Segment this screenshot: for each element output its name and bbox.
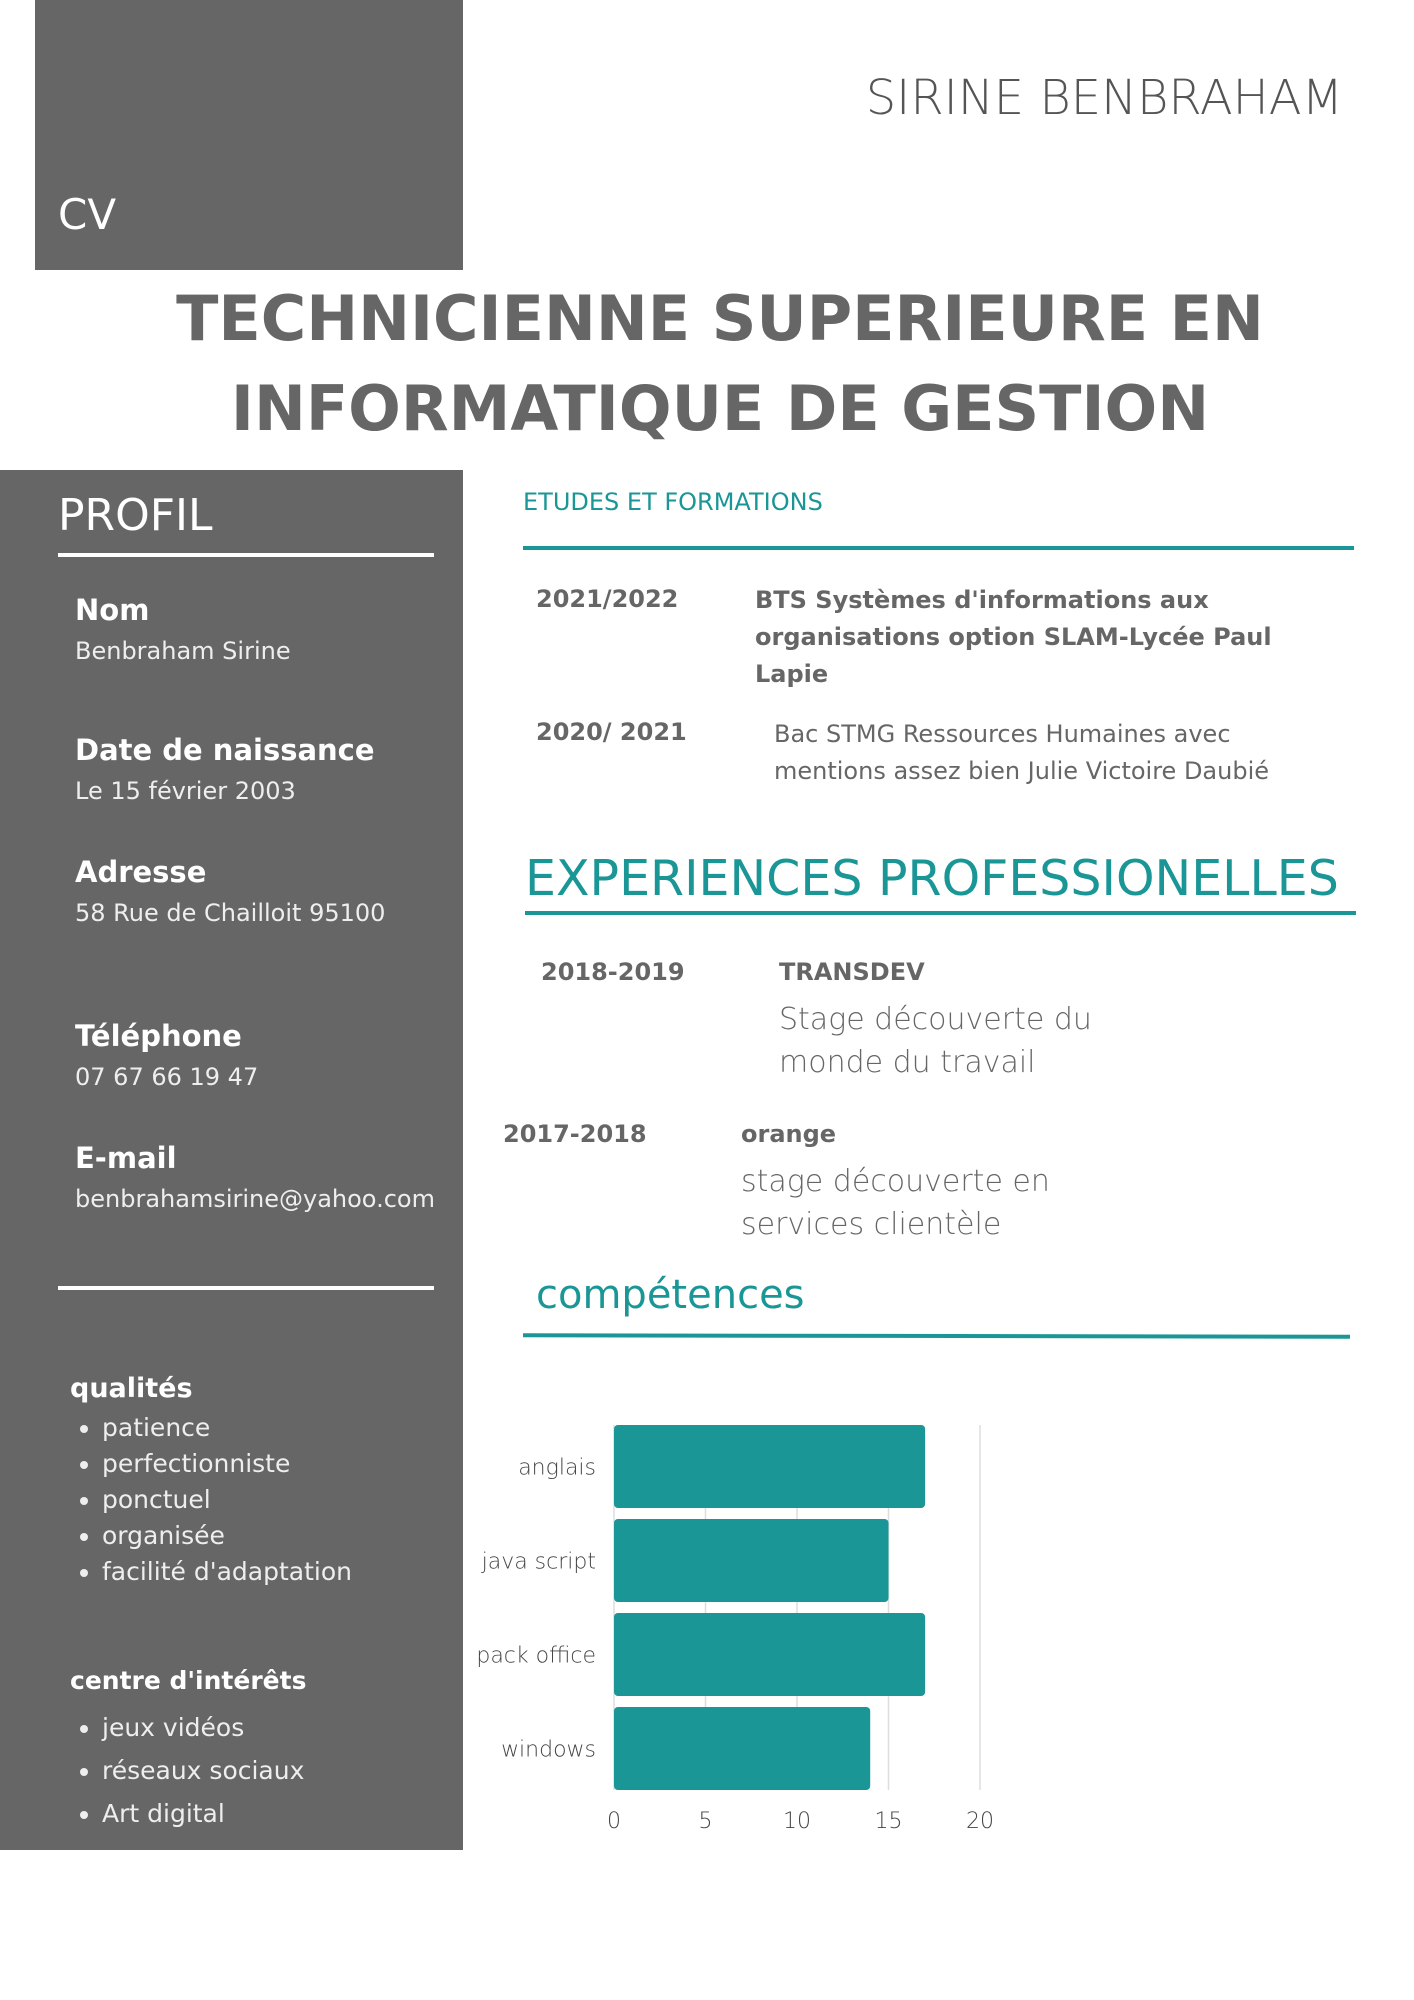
experience-heading: EXPERIENCES PROFESSIONELLES <box>525 850 1339 907</box>
address-label: Adresse <box>75 855 207 889</box>
experience-description: stage découverte en services clientèle <box>741 1164 1050 1242</box>
email-label: E-mail <box>75 1141 177 1175</box>
quality-item: ponctuel <box>102 1482 352 1518</box>
phone-value: 07 67 66 19 47 <box>75 1063 259 1091</box>
job-title-line2: INFORMATIQUE DE GESTION <box>230 372 1210 445</box>
experience-year: 2017-2018 <box>503 1120 647 1148</box>
education-year: 2020/ 2021 <box>536 718 687 746</box>
email-value: benbrahamsirine@yahoo.com <box>75 1185 435 1213</box>
quality-item: organisée <box>102 1518 352 1554</box>
experience-divider <box>525 911 1356 915</box>
interest-item: Art digital <box>102 1792 304 1835</box>
category-label: java script <box>481 1550 596 1575</box>
cv-header-box <box>35 0 463 270</box>
birthdate-label: Date de naissance <box>75 733 375 767</box>
phone-label: Téléphone <box>75 1019 242 1053</box>
skills-bar-chart: 0 5 10 15 20 anglais java script pack office win… <box>476 1425 994 1834</box>
category-label: pack office <box>476 1644 596 1669</box>
category-label: windows <box>501 1738 596 1763</box>
x-tick-label: 0 <box>607 1809 621 1834</box>
bar-pack-office <box>614 1613 926 1696</box>
education-divider <box>523 546 1354 550</box>
quality-item: perfectionniste <box>102 1446 352 1482</box>
quality-item: patience <box>102 1410 352 1446</box>
name-label: Nom <box>75 593 150 627</box>
address-value: 58 Rue de Chailloit 95100 <box>75 899 386 927</box>
interests-list: jeux vidéos réseaux sociaux Art digital <box>58 1706 304 1835</box>
quality-item: facilité d'adaptation <box>102 1554 352 1590</box>
birthdate-value: Le 15 février 2003 <box>75 777 296 805</box>
x-tick-label: 5 <box>699 1809 713 1834</box>
candidate-name: SIRINE BENBRAHAM <box>865 70 1343 126</box>
interests-heading: centre d'intérêts <box>70 1666 307 1695</box>
education-heading: ETUDES ET FORMATIONS <box>523 488 823 516</box>
education-description: Bac STMG Ressources Humaines avec mentio… <box>774 720 1270 785</box>
experience-company: orange <box>741 1120 837 1148</box>
cv-label: CV <box>58 190 117 239</box>
experience-year: 2018-2019 <box>541 958 685 986</box>
qualities-heading: qualités <box>70 1373 193 1404</box>
skills-heading: compétences <box>536 1272 805 1318</box>
interest-item: réseaux sociaux <box>102 1749 304 1792</box>
bar-java-script <box>614 1519 889 1602</box>
x-tick-label: 10 <box>783 1809 811 1834</box>
name-value: Benbraham Sirine <box>75 637 291 665</box>
x-tick-label: 20 <box>966 1809 994 1834</box>
education-year: 2021/2022 <box>536 585 679 613</box>
profile-divider <box>58 553 434 557</box>
qualities-list: patience perfectionniste ponctuel organi… <box>58 1410 352 1590</box>
job-title-line1: TECHNICIENNE SUPERIEURE EN <box>176 282 1264 355</box>
bar-anglais <box>614 1425 926 1508</box>
skills-divider <box>522 1333 1351 1339</box>
profile-sidebar <box>0 470 463 1850</box>
experience-description: Stage découverte du monde du travail <box>779 1002 1092 1080</box>
interest-item: jeux vidéos <box>102 1706 304 1749</box>
profile-heading: PROFIL <box>58 490 213 541</box>
experience-company: TRANSDEV <box>779 958 925 986</box>
education-description: BTS Systèmes d'informations aux organisa… <box>755 586 1272 688</box>
category-label: anglais <box>518 1456 596 1481</box>
x-tick-label: 15 <box>875 1809 903 1834</box>
bar-windows <box>614 1707 871 1790</box>
profile-divider-2 <box>58 1286 434 1290</box>
